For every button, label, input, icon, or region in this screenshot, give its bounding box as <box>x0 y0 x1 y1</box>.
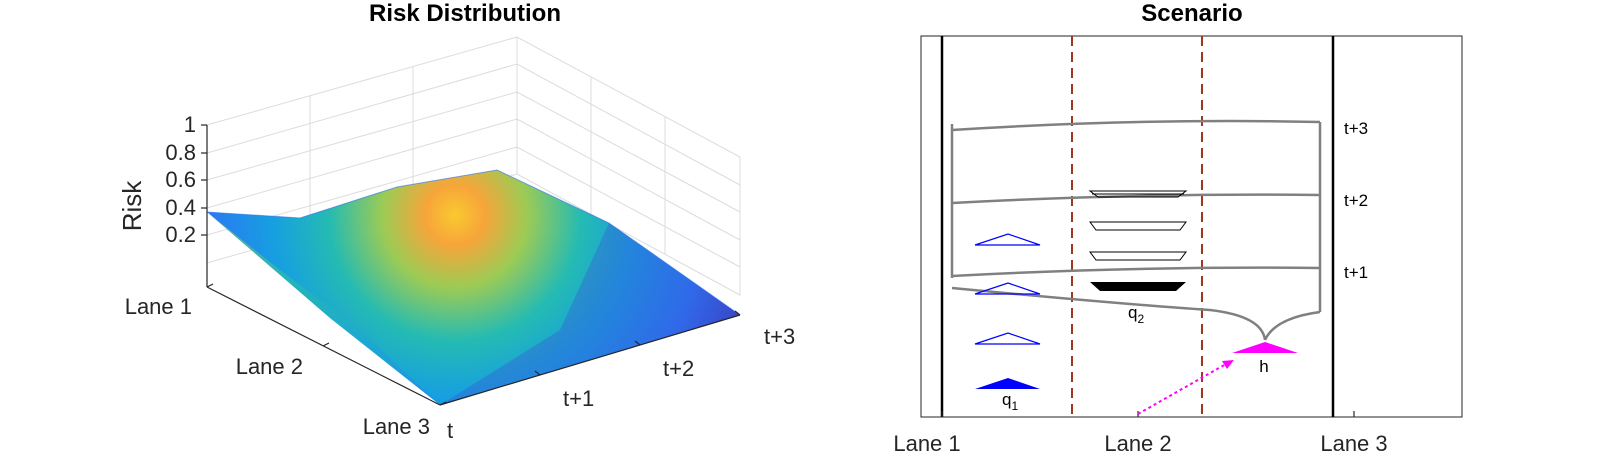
lane-tick-mark <box>206 283 214 288</box>
scenario-title: Scenario <box>1141 0 1242 27</box>
horizon-label-t2: t+2 <box>1344 191 1368 210</box>
time-tick-label: t+2 <box>663 356 694 381</box>
z-tick-label: 0.4 <box>165 195 196 220</box>
q2-predictions <box>1088 190 1188 261</box>
q2-prediction-t2 <box>1089 221 1187 231</box>
horizon-label-t3: t+3 <box>1344 119 1368 138</box>
horizon-t1 <box>951 266 1321 278</box>
ego-motion-arrowhead <box>1222 360 1234 369</box>
risk-distribution-chart: Risk Distribution <box>117 0 795 443</box>
lane-tick-mark <box>322 342 330 347</box>
ego-label: h <box>1259 357 1268 376</box>
horizon-label-t1: t+1 <box>1344 263 1368 282</box>
z-axis-label: Risk <box>117 180 147 232</box>
scenario-axes-box <box>920 35 1463 418</box>
wall-level-line <box>206 118 741 241</box>
lane-tick-mark <box>439 401 447 406</box>
q1-prediction-t3 <box>974 233 1041 246</box>
wall-level-line <box>206 63 741 186</box>
q1-predictions <box>974 233 1041 345</box>
scenario-chart: Scenario Lane 1 Lane 2 Lane 3 t+3 t+2 t+… <box>893 0 1463 456</box>
time-tick-mark <box>534 370 541 376</box>
q1-prediction-t1 <box>974 332 1041 345</box>
q1-prediction-t2 <box>974 282 1041 295</box>
horizon-lines <box>950 119 1322 341</box>
ego-vehicle-h <box>1232 342 1298 353</box>
surface-patch <box>207 170 740 405</box>
x-tick-label: Lane 2 <box>1104 431 1171 456</box>
q2-prediction-t1 <box>1089 251 1187 261</box>
x-tick-label: Lane 1 <box>893 431 960 456</box>
z-tick-label: 0.6 <box>165 167 196 192</box>
reachable-left-branch <box>951 286 1267 341</box>
time-axis-line <box>439 314 741 406</box>
q1-vehicle <box>975 378 1040 389</box>
q2-prediction-t3 <box>1088 190 1188 198</box>
risk-chart-title: Risk Distribution <box>369 0 561 27</box>
horizon-t2 <box>951 193 1321 205</box>
z-tick-label: 1 <box>184 112 196 137</box>
lane-tick-label: Lane 2 <box>236 354 303 379</box>
horizon-t3 <box>951 119 1321 132</box>
time-tick-label: t <box>447 418 453 443</box>
z-tick-label: 0.8 <box>165 140 196 165</box>
risk-surface <box>206 169 741 405</box>
surface-far-region <box>440 223 740 405</box>
wall-level-line <box>206 91 741 213</box>
reachable-right-branch <box>1263 310 1321 341</box>
surface-back-rim <box>206 169 741 316</box>
time-tick-mark <box>634 340 641 346</box>
surface-front-edge <box>207 212 440 405</box>
x-tick-label: Lane 3 <box>1320 431 1387 456</box>
lane-tick-label: Lane 1 <box>125 294 192 319</box>
ego-motion-arrow <box>1137 363 1227 415</box>
wall-level-line <box>206 146 741 268</box>
z-tick-label: 0.2 <box>165 222 196 247</box>
q2-vehicle <box>1090 282 1186 291</box>
risk-axes <box>201 124 741 406</box>
lane-tick-label: Lane 3 <box>363 414 430 439</box>
time-tick-label: t+3 <box>764 324 795 349</box>
time-tick-mark <box>734 310 741 316</box>
time-tick-label: t+1 <box>563 386 594 411</box>
